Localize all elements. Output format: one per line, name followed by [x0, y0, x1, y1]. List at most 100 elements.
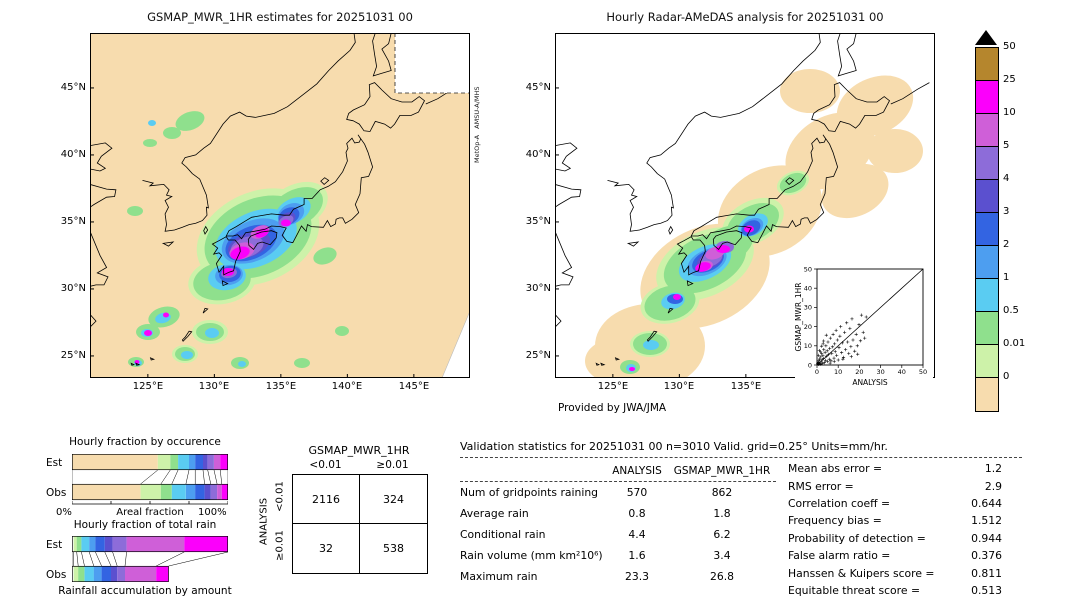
totalrain-est-label: Est: [46, 539, 63, 551]
divider: [460, 481, 776, 482]
colorbar-tick-label: 2: [1003, 239, 1010, 250]
inset-x-tick: 20: [855, 368, 863, 376]
coastline: [90, 184, 117, 208]
coastline: [811, 82, 891, 132]
contingency-cell-01: 324: [360, 475, 427, 524]
lat-tick-label: 45°N: [525, 82, 551, 93]
coastline: [181, 330, 193, 342]
lat-tick-label: 25°N: [525, 350, 551, 361]
data-credit: Provided by JWA/JMA: [558, 402, 667, 414]
precip-blob: [148, 120, 156, 126]
score-value: 0.513: [971, 583, 1002, 597]
totalrain-fraction-chart: [72, 536, 228, 582]
precip-blob: [205, 328, 219, 338]
inset-xlabel: ANALYSIS: [852, 378, 888, 387]
inset-y-tick: 10: [804, 342, 812, 350]
gsmap-value: 26.8: [709, 570, 735, 583]
colorbar-segment: [976, 180, 998, 213]
occurrence-est-label: Est: [46, 457, 63, 469]
colorbar-tick-label: 50: [1003, 41, 1016, 52]
colorbar-tick-label: 25: [1003, 74, 1016, 85]
coastline: [668, 225, 674, 235]
coastline: [181, 33, 356, 174]
coastline: [690, 134, 839, 244]
inset-x-tick: 0: [815, 368, 819, 376]
validation-col-headers: ANALYSIS GSMAP_MWR_1HR: [460, 460, 790, 481]
precip-blob: [335, 326, 349, 336]
contingency-col-labels: <0.01 ≥0.01: [292, 459, 426, 471]
gsmap-col-header: GSMAP_MWR_1HR: [673, 464, 771, 477]
score-row: RMS error = 2.9: [788, 477, 1002, 494]
validation-row-label: Maximum rain: [460, 570, 538, 583]
coastline: [90, 231, 109, 287]
gsmap-value: 6.2: [713, 528, 731, 541]
precip-blob: [181, 351, 193, 359]
occurrence-axis-max: 100%: [198, 507, 227, 518]
one-to-one-line: [816, 268, 924, 366]
lon-tick-label: 135°E: [730, 381, 762, 392]
inset-x-tick: 40: [898, 368, 906, 376]
coastline: [607, 173, 674, 232]
totalrain-chart-footer: Rainfall accumulation by amount: [58, 585, 232, 597]
colorbar-segment: [976, 345, 998, 378]
colorbar-segment: [976, 48, 998, 81]
analysis-value: 0.8: [628, 507, 646, 520]
coastline: [211, 236, 241, 276]
validation-row-label: Num of gridpoints raining: [460, 486, 599, 499]
precip-blob: [313, 247, 337, 265]
colorbar-tick-label: 3: [1003, 206, 1010, 217]
divider: [460, 457, 1022, 458]
colorbar-overflow-triangle: [975, 30, 997, 45]
score-value: 1.2: [984, 462, 1002, 476]
precip-blob: [281, 219, 291, 227]
coastline: [667, 307, 674, 314]
precip-blob: [238, 361, 246, 367]
inset-y-tick: 30: [804, 304, 812, 312]
precip-blob: [230, 246, 250, 260]
coastline: [149, 357, 156, 361]
coastline: [785, 177, 795, 185]
coastline: [130, 362, 135, 366]
precip-blob: [144, 330, 152, 336]
contingency-row-label-ge: ≥0.01: [274, 530, 286, 561]
score-label: Mean abs error =: [788, 462, 882, 476]
colorbar-tick-label: 0.5: [1003, 305, 1019, 316]
precip-blob: [143, 139, 157, 147]
inset-y-tick: 40: [804, 285, 812, 293]
precip-blob: [163, 127, 181, 139]
swath-edge-gap: [441, 310, 470, 378]
analysis-value: 570: [626, 486, 648, 499]
colorbar-tick-label: 0.01: [1003, 338, 1026, 349]
contingency-title: GSMAP_MWR_1HR: [308, 444, 410, 457]
validation-row-label: Conditional rain: [460, 528, 546, 541]
score-row: Mean abs error = 1.2: [788, 460, 1002, 477]
lon-tick-label: 130°E: [198, 381, 230, 392]
score-label: Hanssen & Kuipers score =: [788, 566, 935, 580]
gsmap-value: 3.4: [713, 549, 731, 562]
coastline: [202, 307, 209, 314]
coastline: [595, 362, 600, 366]
validation-row: Num of gridpoints raining 570 862: [460, 482, 790, 503]
colorbar-tick-label: 10: [1003, 107, 1016, 118]
precip-blob: [163, 312, 169, 318]
no-data-dashed-box: [394, 33, 470, 94]
coastline: [555, 142, 578, 172]
lon-tick-label: 145°E: [398, 381, 430, 392]
validation-rows: Num of gridpoints raining 570 862 Average r…: [460, 482, 790, 587]
coastline: [837, 33, 857, 77]
colorbar-segment: [976, 147, 998, 180]
contingency-grid: 2116 324 32 538: [292, 474, 428, 574]
score-row: Probability of detection = 0.944: [788, 530, 1002, 547]
validation-row: Maximum rain 23.3 26.8: [460, 566, 790, 587]
lon-tick-label: 125°E: [132, 381, 164, 392]
radar-analysis-layer: [555, 33, 935, 378]
score-row: Correlation coeff = 0.644: [788, 495, 1002, 512]
coastline: [372, 33, 392, 77]
coastline: [203, 225, 209, 235]
score-label: RMS error =: [788, 479, 854, 493]
inset-scatter: 00 10 10 20 20 30 30 40 40 50 50 ANALYSIS GSMAP_MWR_…: [794, 261, 933, 393]
precip-blob: [673, 294, 681, 300]
colorbar-tick-label: 0: [1003, 371, 1010, 382]
occurrence-chart-title: Hourly fraction by occurence: [69, 436, 221, 448]
lat-tick-label: 30°N: [60, 283, 86, 294]
